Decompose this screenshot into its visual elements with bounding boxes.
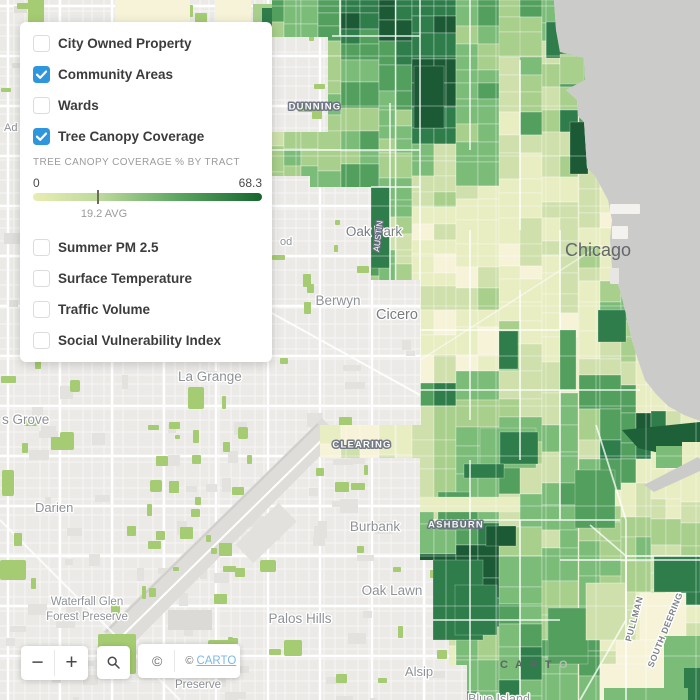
- svg-text:Forest Preserve: Forest Preserve: [46, 611, 128, 623]
- svg-text:Oak Park: Oak Park: [346, 224, 403, 239]
- svg-text:Cicero: Cicero: [376, 307, 418, 323]
- svg-text:Blue Island: Blue Island: [468, 692, 530, 700]
- svg-text:Oak Lawn: Oak Lawn: [362, 583, 423, 598]
- svg-text:ASHBURN: ASHBURN: [428, 520, 484, 531]
- svg-text:Ad: Ad: [4, 122, 17, 134]
- svg-text:Palos Hills: Palos Hills: [268, 611, 331, 626]
- svg-text:Alsip: Alsip: [405, 664, 433, 679]
- svg-text:CART: CART: [500, 659, 559, 671]
- svg-text:CLEARING: CLEARING: [332, 440, 391, 451]
- svg-text:Burbank: Burbank: [350, 519, 401, 534]
- svg-text:s Grove: s Grove: [2, 412, 49, 427]
- svg-text:Waterfall Glen: Waterfall Glen: [51, 596, 123, 608]
- svg-text:Preserve: Preserve: [175, 679, 221, 691]
- svg-text:Darien: Darien: [35, 500, 73, 515]
- svg-text:od: od: [280, 236, 292, 248]
- svg-text:Berwyn: Berwyn: [315, 293, 360, 308]
- svg-text:La Grange: La Grange: [178, 369, 242, 384]
- svg-text:O: O: [559, 659, 568, 671]
- svg-text:Chicago: Chicago: [565, 240, 631, 260]
- svg-text:DUNNING: DUNNING: [289, 102, 342, 113]
